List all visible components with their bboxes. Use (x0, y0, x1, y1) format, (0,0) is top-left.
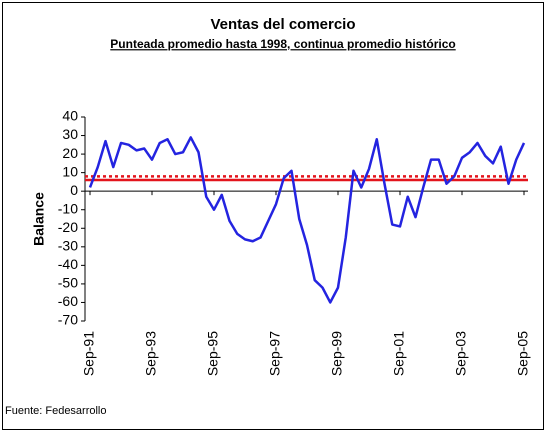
chart-frame (2, 2, 544, 430)
x-tick-label: Sep-05 (515, 331, 531, 376)
y-tick-label: -50 (58, 275, 78, 291)
y-tick-label: -60 (58, 293, 78, 309)
chart-subtitle: Punteada promedio hasta 1998, continua p… (110, 37, 455, 51)
y-tick-label: -20 (58, 219, 78, 235)
y-tick-label: 10 (62, 163, 78, 179)
y-axis-label: Balance (31, 192, 47, 246)
source: Fuente: Fedesarrollo (5, 405, 107, 417)
x-tick-label: Sep-03 (453, 331, 469, 376)
data-line (88, 136, 526, 304)
y-tick-label: 30 (62, 126, 78, 142)
chart-title: Ventas del comercio (210, 16, 355, 33)
y-tick-label: -40 (58, 256, 78, 272)
x-tick-label: Sep-93 (143, 331, 159, 376)
x-tick-label: Sep-01 (391, 331, 407, 376)
y-tick-label: 0 (70, 182, 78, 198)
x-tick-label: Sep-99 (329, 331, 345, 376)
x-tick-label: Sep-91 (81, 331, 97, 376)
x-tick-label: Sep-97 (267, 331, 283, 376)
y-tick-label: -30 (58, 238, 78, 254)
y-tick-label: -10 (58, 200, 78, 216)
y-tick-label: -70 (58, 312, 78, 328)
y-tick-label: 40 (62, 108, 78, 124)
x-tick-label: Sep-95 (205, 331, 221, 376)
y-tick-label: 20 (62, 145, 78, 161)
